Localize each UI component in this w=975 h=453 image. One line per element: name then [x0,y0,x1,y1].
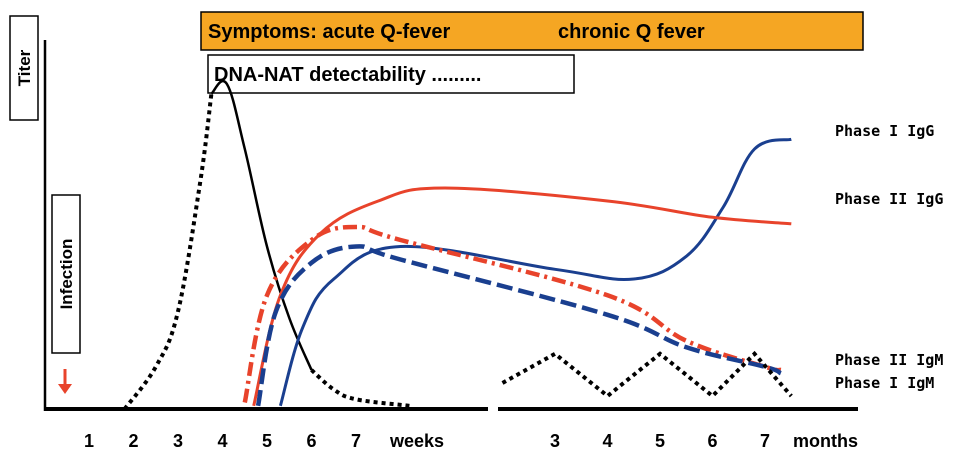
x-tick-months-4: 4 [602,431,612,451]
legend: Phase I IgG Phase II IgG Phase II IgM Phase… [835,122,943,392]
x-tick-weeks-6: 6 [306,431,316,451]
x-tick-labels: 1 2 3 4 5 6 7 weeks 3 4 5 6 7 months [84,431,858,451]
dna-nat-banner [207,54,575,94]
symptoms-banner [200,11,864,51]
x-tick-months-3: 3 [550,431,560,451]
series-dna-nat-fall [210,79,313,371]
series-chronic-dna-nat [501,350,793,399]
x-tick-weeks-4: 4 [217,431,227,451]
legend-phase-i-igg: Phase I IgG [835,122,934,140]
legend-phase-ii-igm: Phase II IgM [835,351,943,369]
x-unit-weeks: weeks [389,431,444,451]
titer-box [9,15,39,121]
series-dna-nat-tail [310,368,410,408]
series-group [122,79,793,411]
x-tick-months-6: 6 [707,431,717,451]
x-tick-weeks-2: 2 [128,431,138,451]
dna-nat-label: DNA-NAT detectability ......... [214,64,481,86]
infection-box [51,194,81,354]
series-phase-ii-igm [242,224,782,403]
legend-phase-i-igm: Phase I IgM [835,374,934,392]
infection-label: Infection [57,239,76,310]
series-phase-ii-igg [252,186,792,407]
x-unit-months: months [793,431,858,451]
x-tick-weeks-7: 7 [351,431,361,451]
series-dna-nat-rise [122,93,214,411]
y-axis-label: Titer [15,49,34,86]
x-tick-weeks-1: 1 [84,431,94,451]
x-tick-weeks-3: 3 [173,431,183,451]
x-tick-months-5: 5 [655,431,665,451]
x-tick-months-7: 7 [760,431,770,451]
symptoms-chronic-label: chronic Q fever [558,21,705,43]
series-phase-i-igg [278,137,792,407]
series-phase-i-igm [255,244,782,407]
legend-phase-ii-igg: Phase II IgG [835,190,943,208]
x-tick-weeks-5: 5 [262,431,272,451]
infection-arrow-icon [58,369,72,394]
symptoms-acute-label: Symptoms: acute Q-fever [208,21,451,43]
